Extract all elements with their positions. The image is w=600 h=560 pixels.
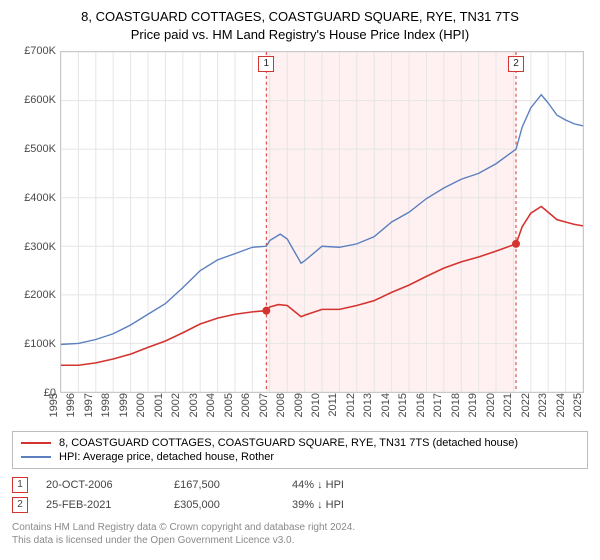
plot-marker-label: 1 bbox=[258, 56, 274, 72]
legend: 8, COASTGUARD COTTAGES, COASTGUARD SQUAR… bbox=[12, 431, 588, 469]
plot-marker-label: 2 bbox=[508, 56, 524, 72]
x-axis: 1995199619971998199920002001200220032004… bbox=[60, 393, 584, 421]
sale-marker-2: 2 bbox=[12, 497, 28, 513]
x-tick-label: 2006 bbox=[240, 393, 252, 417]
x-tick-label: 2004 bbox=[205, 393, 217, 417]
y-tick-label: £500K bbox=[24, 143, 56, 155]
legend-label-subject: 8, COASTGUARD COTTAGES, COASTGUARD SQUAR… bbox=[59, 437, 518, 449]
sale-price-1: £167,500 bbox=[174, 479, 274, 491]
legend-swatch-hpi bbox=[21, 456, 51, 458]
x-tick-label: 2007 bbox=[257, 393, 269, 417]
x-tick-label: 2025 bbox=[572, 393, 584, 417]
x-tick-label: 2010 bbox=[310, 393, 322, 417]
x-tick-label: 2000 bbox=[135, 393, 147, 417]
x-tick-label: 2017 bbox=[432, 393, 444, 417]
x-tick-label: 1999 bbox=[118, 393, 130, 417]
legend-swatch-subject bbox=[21, 442, 51, 444]
x-tick-label: 2012 bbox=[345, 393, 357, 417]
chart-svg bbox=[61, 52, 583, 392]
x-tick-label: 2020 bbox=[484, 393, 496, 417]
title-line-1: 8, COASTGUARD COTTAGES, COASTGUARD SQUAR… bbox=[81, 9, 519, 24]
x-tick-label: 1996 bbox=[65, 393, 77, 417]
x-tick-label: 2011 bbox=[328, 393, 340, 417]
footer: Contains HM Land Registry data © Crown c… bbox=[12, 521, 588, 547]
sale-delta-1: 44% ↓ HPI bbox=[292, 479, 412, 491]
legend-label-hpi: HPI: Average price, detached house, Roth… bbox=[59, 451, 274, 463]
x-tick-label: 1995 bbox=[48, 393, 60, 417]
x-tick-label: 2022 bbox=[519, 393, 531, 417]
x-tick-label: 2002 bbox=[170, 393, 182, 417]
x-tick-label: 2015 bbox=[397, 393, 409, 417]
y-tick-label: £100K bbox=[24, 338, 56, 350]
sale-date-1: 20-OCT-2006 bbox=[46, 479, 156, 491]
x-tick-label: 1998 bbox=[100, 393, 112, 417]
sale-row-1: 1 20-OCT-2006 £167,500 44% ↓ HPI bbox=[12, 475, 588, 495]
footer-line-1: Contains HM Land Registry data © Crown c… bbox=[12, 522, 355, 533]
plot-area: 12 bbox=[60, 51, 584, 393]
y-tick-label: £700K bbox=[24, 45, 56, 57]
chart-title: 8, COASTGUARD COTTAGES, COASTGUARD SQUAR… bbox=[12, 6, 588, 47]
x-tick-label: 2023 bbox=[537, 393, 549, 417]
x-tick-label: 2014 bbox=[380, 393, 392, 417]
sale-delta-2: 39% ↓ HPI bbox=[292, 499, 412, 511]
x-tick-label: 2001 bbox=[153, 393, 165, 417]
x-tick-label: 1997 bbox=[83, 393, 95, 417]
x-tick-label: 2009 bbox=[292, 393, 304, 417]
sales-table: 1 20-OCT-2006 £167,500 44% ↓ HPI 2 25-FE… bbox=[12, 475, 588, 515]
x-tick-label: 2008 bbox=[275, 393, 287, 417]
x-tick-label: 2005 bbox=[222, 393, 234, 417]
sale-marker-1: 1 bbox=[12, 477, 28, 493]
x-tick-label: 2018 bbox=[449, 393, 461, 417]
x-tick-label: 2013 bbox=[362, 393, 374, 417]
footer-line-2: This data is licensed under the Open Gov… bbox=[12, 535, 294, 546]
x-tick-label: 2003 bbox=[187, 393, 199, 417]
plot-area-outer: £0£100K£200K£300K£400K£500K£600K£700K 12… bbox=[12, 51, 588, 421]
y-axis: £0£100K£200K£300K£400K£500K£600K£700K bbox=[12, 51, 60, 393]
y-tick-label: £200K bbox=[24, 289, 56, 301]
sale-date-2: 25-FEB-2021 bbox=[46, 499, 156, 511]
title-line-2: Price paid vs. HM Land Registry's House … bbox=[131, 27, 469, 42]
sale-row-2: 2 25-FEB-2021 £305,000 39% ↓ HPI bbox=[12, 495, 588, 515]
chart-container: 8, COASTGUARD COTTAGES, COASTGUARD SQUAR… bbox=[0, 0, 600, 555]
y-tick-label: £600K bbox=[24, 94, 56, 106]
sale-price-2: £305,000 bbox=[174, 499, 274, 511]
legend-item-hpi: HPI: Average price, detached house, Roth… bbox=[21, 450, 579, 464]
x-tick-label: 2019 bbox=[467, 393, 479, 417]
y-tick-label: £300K bbox=[24, 241, 56, 253]
x-tick-label: 2016 bbox=[415, 393, 427, 417]
x-tick-label: 2021 bbox=[502, 393, 514, 417]
legend-item-subject: 8, COASTGUARD COTTAGES, COASTGUARD SQUAR… bbox=[21, 436, 579, 450]
y-tick-label: £400K bbox=[24, 192, 56, 204]
x-tick-label: 2024 bbox=[554, 393, 566, 417]
